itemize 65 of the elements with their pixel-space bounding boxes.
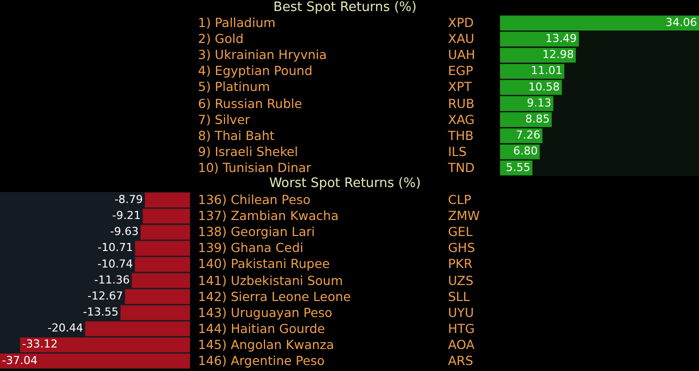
data-label: -37.04: [2, 354, 38, 367]
y-tick-label: 9) Israeli Shekel: [198, 144, 298, 160]
y2-tick-label: HTG: [448, 320, 475, 337]
y-tick-label: 142) Sierra Leone Leone: [198, 288, 351, 305]
y-tick-label: 1) Palladium: [198, 15, 276, 32]
data-label: 11.01: [530, 64, 562, 78]
data-label: -11.36: [94, 273, 130, 286]
y-tick-label: 146) Argentine Peso: [198, 353, 325, 370]
data-label: 34.06: [666, 16, 697, 29]
y2-tick-label: XAG: [448, 112, 475, 128]
data-label: -8.79: [114, 192, 143, 206]
y2-tick-label: GEL: [448, 224, 473, 240]
y-tick-label: 144) Haitian Gourde: [198, 320, 325, 337]
y2-tick-label: SLL: [448, 288, 470, 305]
data-label: 9.13: [526, 96, 552, 110]
y-tick-label: 7) Silver: [198, 112, 250, 128]
data-label: -9.63: [110, 225, 139, 238]
y2-tick-label: CLP: [448, 192, 472, 208]
y-tick-label: 5) Platinum: [198, 79, 270, 96]
data-label: 10.58: [528, 80, 560, 94]
y-tick-label: 141) Uzbekistani Soum: [198, 272, 343, 289]
data-label: -10.74: [97, 257, 133, 270]
text: Best Spot Returns (%): [272, 0, 418, 16]
data-label: -20.44: [48, 322, 84, 335]
data-label: -13.55: [83, 306, 118, 319]
y2-tick-label: EGP: [448, 63, 474, 80]
y2-tick-label: AOA: [448, 336, 475, 353]
y-tick-label: 139) Ghana Cedi: [198, 240, 304, 256]
data-label: -12.67: [88, 289, 124, 302]
data-label: 13.49: [545, 32, 577, 46]
data-label: -33.12: [22, 338, 58, 351]
y2-tick-label: XPT: [448, 79, 472, 96]
data-label: 6.80: [513, 144, 538, 158]
y2-tick-label: UAH: [448, 47, 476, 64]
y-tick-label: 145) Angolan Kwanza: [198, 336, 334, 353]
y2-tick-label: TND: [448, 160, 475, 176]
y-tick-label: 4) Egyptian Pound: [198, 63, 312, 80]
y-tick-label: 8) Thai Baht: [198, 128, 275, 144]
y2-tick-label: XPD: [448, 15, 474, 32]
data-label: -9.21: [112, 208, 141, 222]
data-label: 5.55: [506, 160, 530, 174]
y-tick-label: 10) Tunisian Dinar: [198, 160, 312, 176]
data-label: -10.71: [98, 241, 134, 254]
y-tick-label: 138) Georgian Lari: [198, 224, 315, 240]
y2-tick-label: ILS: [448, 144, 467, 160]
text: Worst Spot Returns (%): [268, 176, 422, 192]
y-tick-label: 143) Uruguayan Peso: [198, 304, 332, 321]
y2-tick-label: ZMW: [448, 208, 480, 224]
y2-tick-label: RUB: [448, 96, 474, 112]
data-label: 8.85: [525, 112, 550, 126]
y-tick-label: 137) Zambian Kwacha: [198, 208, 339, 224]
y-tick-label: 140) Pakistani Rupee: [198, 256, 330, 272]
y2-tick-label: UZS: [448, 272, 474, 289]
y2-tick-label: XAU: [448, 31, 474, 48]
y-tick-label: 136) Chilean Peso: [198, 192, 310, 208]
y2-tick-label: GHS: [448, 240, 476, 256]
y-tick-label: 2) Gold: [198, 31, 244, 48]
data-label: 7.26: [516, 128, 540, 142]
y2-tick-label: UYU: [448, 304, 474, 321]
y2-tick-label: PKR: [448, 256, 472, 272]
y2-tick-label: ARS: [448, 353, 474, 370]
y-tick-label: 3) Ukrainian Hryvnia: [198, 47, 327, 64]
y-tick-label: 6) Russian Ruble: [198, 96, 302, 112]
y2-tick-label: THB: [448, 128, 474, 144]
data-label: 12.98: [542, 48, 574, 62]
